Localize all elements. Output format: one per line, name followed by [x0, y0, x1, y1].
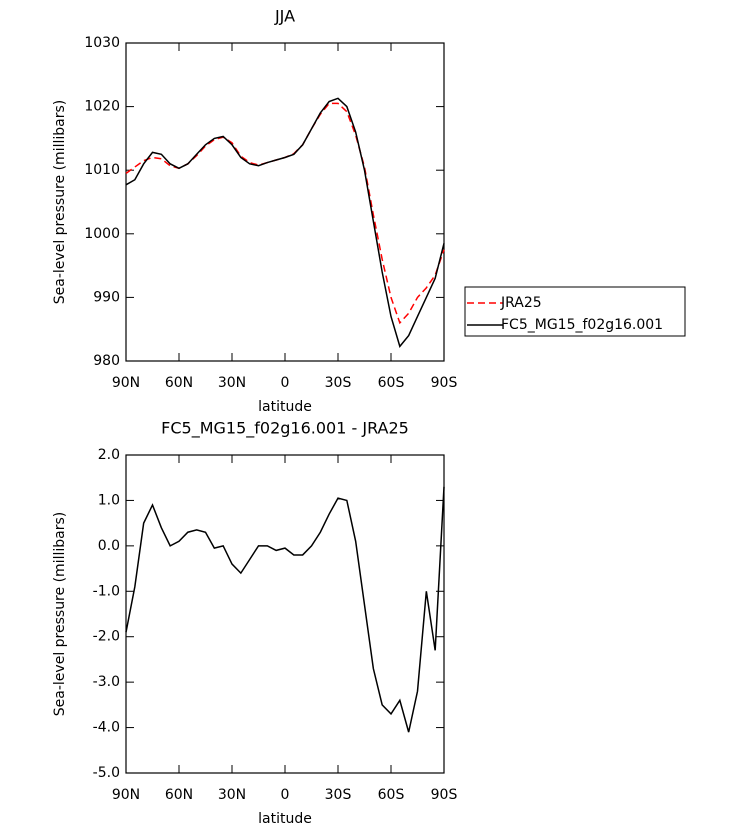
y-tick-label: 2.0 — [98, 447, 120, 463]
x-axis-label: latitude — [258, 811, 312, 827]
data-line — [125, 486, 445, 733]
legend-box — [464, 286, 686, 337]
y-axis-label: Sea-level pressure (millibars) — [52, 100, 68, 304]
x-tick-label: 0 — [281, 787, 290, 803]
x-tick-label: 90S — [431, 787, 458, 803]
legend-label: FC5_MG15_f02g16.001 — [501, 317, 663, 333]
x-tick-label: 60N — [165, 787, 193, 803]
x-tick-label: 90N — [112, 787, 140, 803]
x-tick-label: 30N — [218, 787, 246, 803]
y-tick-label: 980 — [93, 353, 120, 369]
x-tick-label: 30S — [325, 375, 352, 391]
x-tick-label: 90N — [112, 375, 140, 391]
y-tick-label: 1010 — [84, 162, 120, 178]
data-line — [125, 97, 445, 348]
x-axis-label: latitude — [258, 399, 312, 415]
y-tick-label: -1.0 — [93, 583, 120, 599]
y-tick-label: -5.0 — [93, 765, 120, 781]
x-tick-label: 90S — [431, 375, 458, 391]
y-tick-label: -3.0 — [93, 674, 120, 690]
y-tick-label: 1.0 — [98, 492, 120, 508]
x-tick-label: 60S — [378, 787, 405, 803]
y-tick-label: 1020 — [84, 99, 120, 115]
y-tick-label: -2.0 — [93, 629, 120, 645]
x-tick-label: 60S — [378, 375, 405, 391]
y-tick-label: 1030 — [84, 35, 120, 51]
plot-frame — [125, 454, 445, 774]
x-tick-label: 30N — [218, 375, 246, 391]
y-axis-label: Sea-level pressure (millibars) — [52, 512, 68, 716]
y-tick-label: 990 — [93, 289, 120, 305]
x-tick-label: 60N — [165, 375, 193, 391]
x-tick-label: 0 — [281, 375, 290, 391]
y-tick-label: 1000 — [84, 226, 120, 242]
x-tick-label: 30S — [325, 787, 352, 803]
legend-label: JRA25 — [500, 295, 542, 311]
chart-title: JJA — [274, 7, 295, 26]
y-tick-label: 0.0 — [98, 538, 120, 554]
data-line — [125, 102, 445, 325]
y-tick-label: -4.0 — [93, 720, 120, 736]
chart-title: FC5_MG15_f02g16.001 - JRA25 — [161, 419, 409, 439]
